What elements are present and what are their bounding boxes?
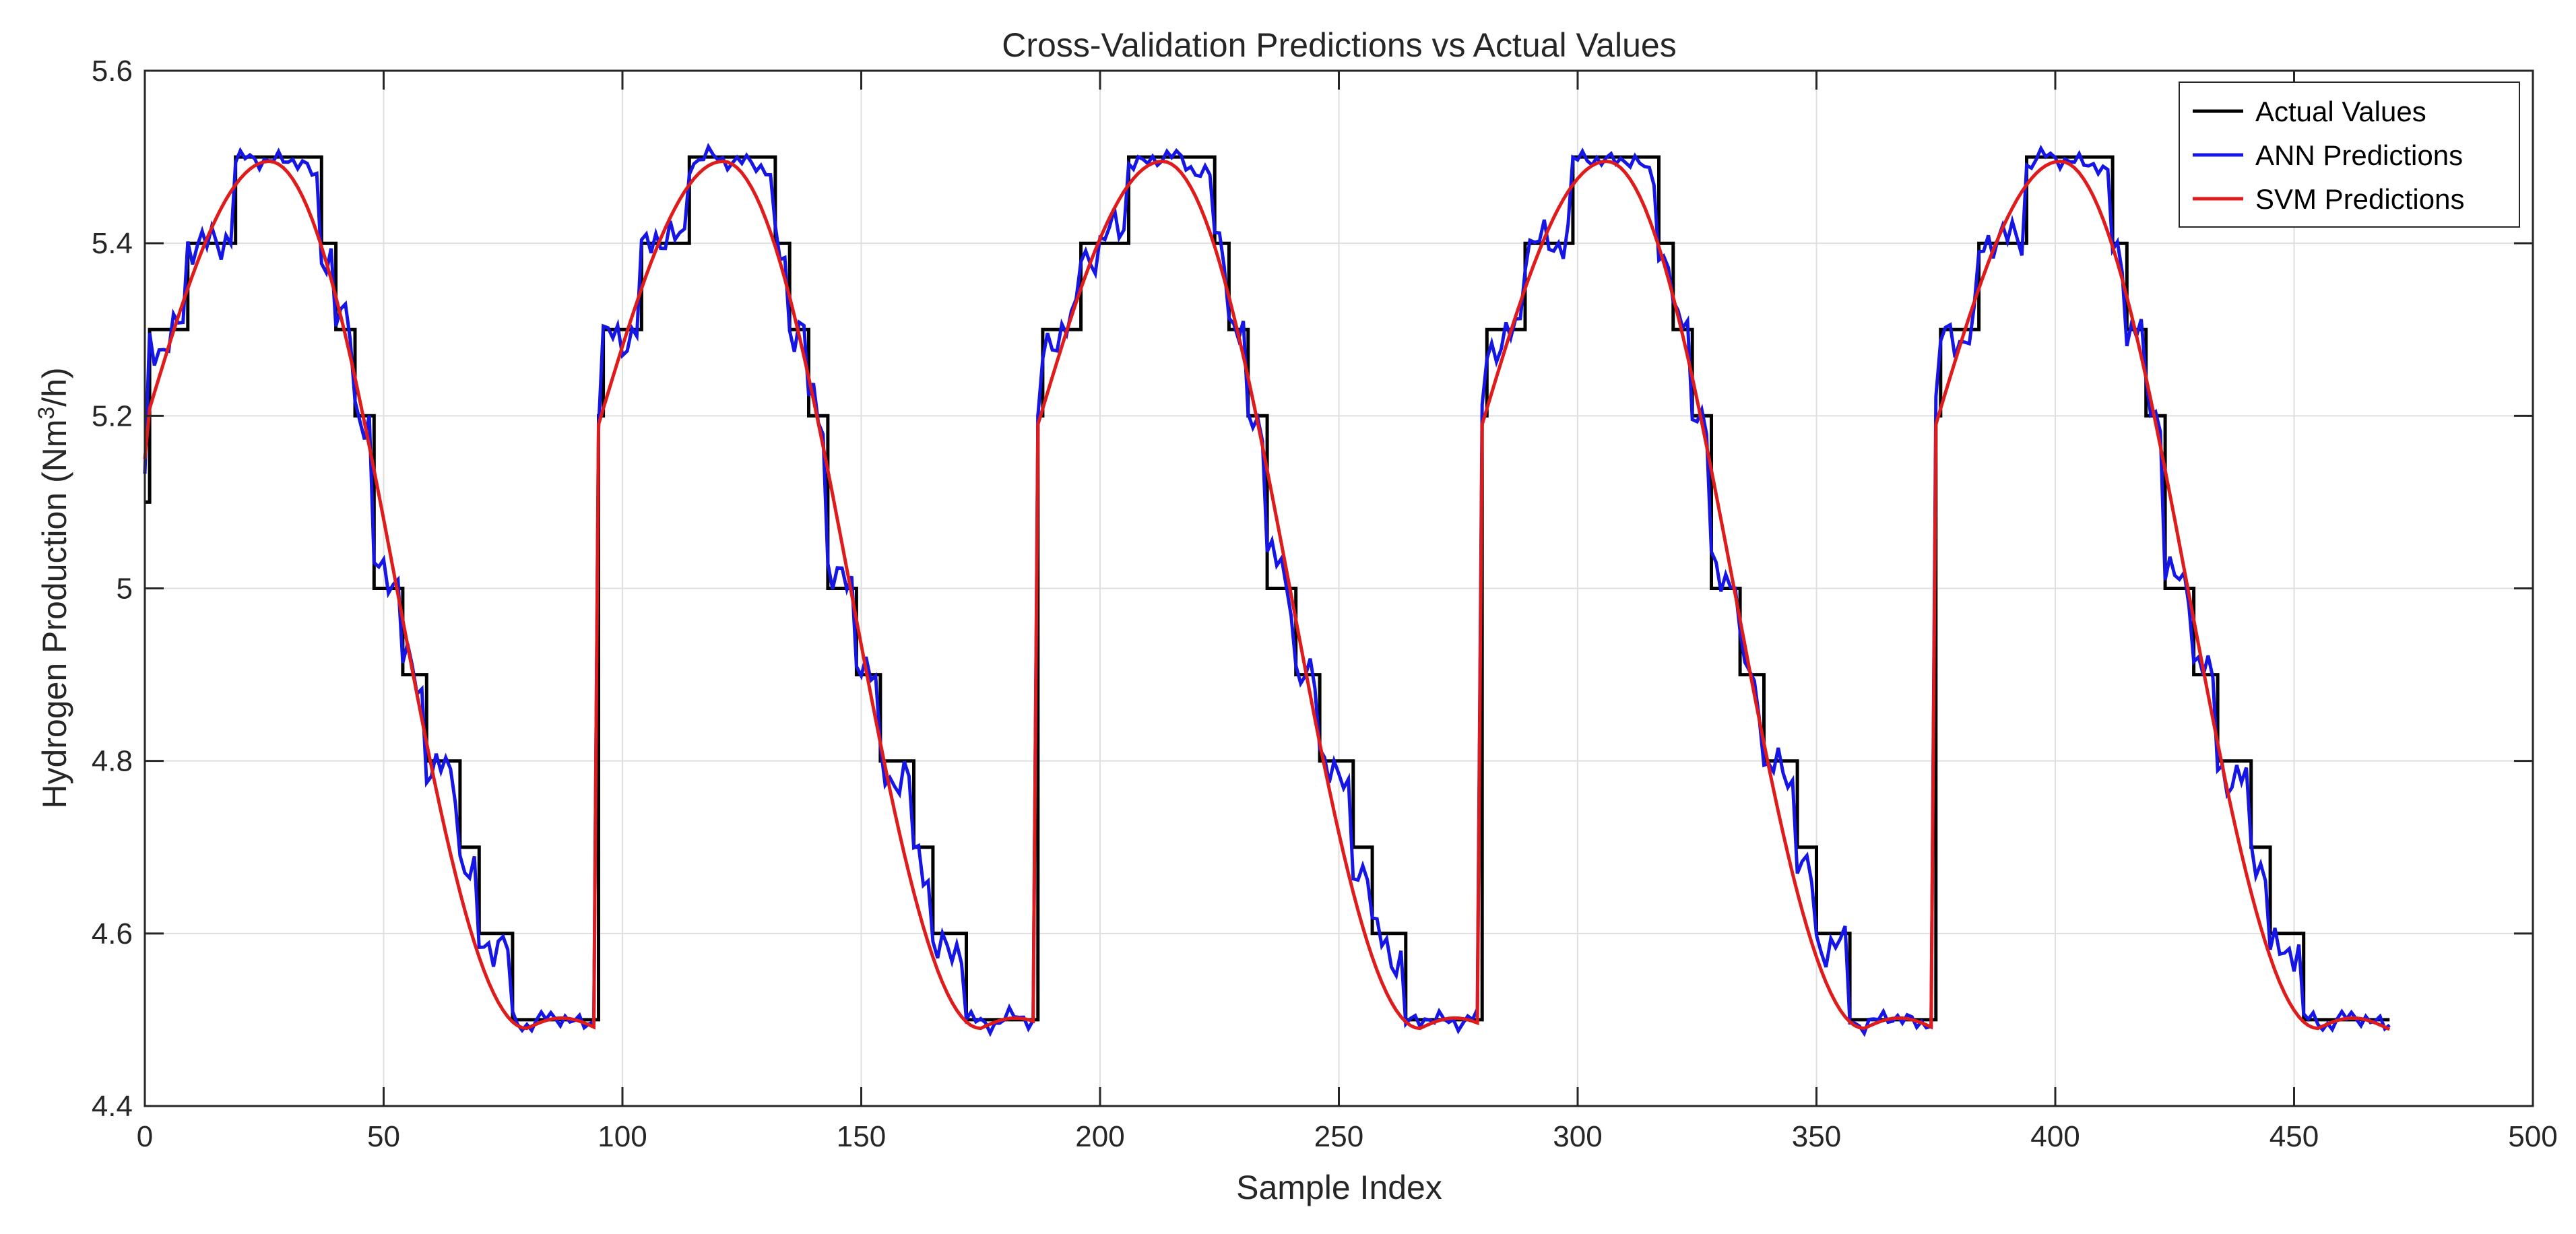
- x-tick-label: 0: [137, 1120, 153, 1153]
- x-tick-label: 100: [598, 1120, 647, 1153]
- x-tick-label: 500: [2508, 1120, 2557, 1153]
- x-tick-label: 150: [837, 1120, 886, 1153]
- series-svm-predictions-line: [143, 159, 2391, 1031]
- y-tick-label: 5.4: [92, 227, 133, 260]
- y-tick-label: 4.8: [92, 745, 133, 778]
- axis-ticks: 0 50 100 150 200 250 300 350 400 450 500 4.4 4.6 4.8 5…: [92, 55, 2558, 1153]
- x-tick-label: 250: [1314, 1120, 1363, 1153]
- y-axis-label-tail: /h): [36, 367, 73, 406]
- legend-label-svm: SVM Predictions: [2255, 183, 2464, 215]
- y-axis-label-main: Hydrogen Production (Nm: [36, 420, 73, 809]
- series-layer: [143, 143, 2391, 1037]
- x-tick-label: 400: [2030, 1120, 2080, 1153]
- y-tick-label: 5: [117, 573, 133, 606]
- legend-label-ann: ANN Predictions: [2255, 139, 2463, 171]
- y-tick-label: 5.2: [92, 399, 133, 432]
- x-tick-label: 300: [1553, 1120, 1602, 1153]
- chart-title: Cross-Validation Predictions vs Actual V…: [1002, 26, 1676, 64]
- y-tick-label: 4.4: [92, 1090, 133, 1123]
- y-axis-label-superscript: 3: [34, 407, 59, 420]
- x-tick-label: 450: [2269, 1120, 2319, 1153]
- x-tick-label: 350: [1792, 1120, 1841, 1153]
- x-axis-label: Sample Index: [1236, 1169, 1442, 1206]
- x-tick-label: 200: [1075, 1120, 1124, 1153]
- y-tick-label: 4.6: [92, 917, 133, 950]
- legend-label-actual: Actual Values: [2255, 96, 2426, 127]
- x-tick-label: 50: [367, 1120, 400, 1153]
- y-axis-label: Hydrogen Production (Nm3/h): [34, 367, 73, 808]
- legend: Actual Values ANN Predictions SVM Predic…: [2179, 82, 2520, 228]
- y-tick-label: 5.6: [92, 55, 133, 88]
